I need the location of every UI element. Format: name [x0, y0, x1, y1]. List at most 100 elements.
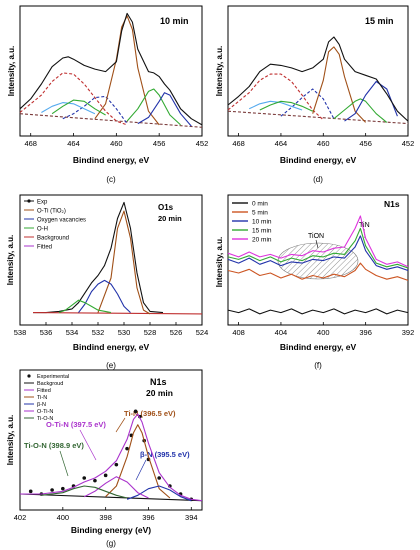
panel-d-ylabel: Intensity, a.u.	[215, 46, 224, 97]
legend-oh-label: O-H	[37, 227, 48, 233]
legend-5min-label: 5 min	[252, 210, 268, 217]
panel-f-series-4-line	[227, 215, 409, 268]
panel-e-legend: Exp O-Ti (TiO₂) Oxygen vacancies O-H Bac…	[24, 199, 86, 251]
panel-e-annotation: O1s	[158, 203, 174, 212]
panel-c-series-7-line	[51, 99, 106, 116]
legend-15min-label: 15 min	[252, 228, 272, 235]
panel-e-series-3-line	[78, 279, 131, 313]
panel-g-series	[19, 409, 203, 502]
panel-d-panel-label: (d)	[313, 175, 323, 184]
panel-d: 15 min Intensity, a.u. Bindind energy, e…	[215, 5, 414, 184]
panel-c-ylabel: Intensity, a.u.	[7, 46, 16, 97]
panel-d-series	[227, 36, 409, 125]
otin-arrow	[79, 429, 97, 461]
panel-d-plot-area	[227, 5, 409, 137]
panel-f-x-tick-label: 396	[359, 328, 372, 337]
panel-e-x-tick-label: 538	[14, 328, 27, 337]
panel-c-series	[19, 12, 203, 128]
panel-f-series-2-line	[227, 235, 409, 272]
panel-g-series-1-line	[19, 493, 203, 502]
legend-ovac-label: Oxygen vacancies	[37, 218, 86, 224]
panel-c-series-0-line	[19, 113, 203, 128]
panel-c-xlabel: Bindind energy, eV	[73, 155, 150, 165]
panel-g-plot-area	[19, 369, 203, 511]
panel-d-series-5-line	[344, 80, 398, 122]
panel-g-series-0-point	[157, 476, 161, 480]
panel-d-series-6-line	[248, 100, 303, 111]
panel-g-series-0-point	[103, 473, 108, 478]
panel-e-series	[32, 201, 203, 315]
panel-d-x-tick-label: 464	[275, 139, 288, 148]
legend-otin-label: O-Ti-N	[37, 409, 53, 415]
panel-e-x-ticks: 538 536 534 532 530 528 526 524	[14, 322, 208, 337]
panel-e-ylabel: Intensity, a.u.	[6, 235, 15, 286]
panel-d-series-7-line	[259, 100, 313, 112]
panel-e-x-tick-label: 534	[66, 328, 79, 337]
panel-g-x-tick-label: 394	[185, 513, 198, 522]
panel-c-series-1-line	[19, 72, 128, 126]
legend-tion-label: Ti-O-N	[37, 416, 53, 422]
panel-c-series-8-line	[19, 12, 203, 126]
panel-d-xlabel: Bindind energy, eV	[280, 155, 357, 165]
legend-oti-label: O-Ti (TiO₂)	[37, 209, 66, 215]
tion-peak-label: TiON	[308, 233, 324, 240]
panel-g-x-tick-label: 398	[99, 513, 112, 522]
panel-g-ylabel: Intensity, a.u.	[6, 415, 15, 466]
panel-g-xlabel: Binding energy (eV)	[71, 525, 151, 535]
panel-c-x-ticks: 468 464 460 456 452	[24, 133, 208, 148]
panel-d-series-4-line	[333, 98, 388, 123]
panel-f-x-tick-label: 392	[402, 328, 415, 337]
panel-g-series-0-point	[28, 489, 33, 494]
panel-d-series-1-line	[227, 73, 324, 121]
otin-label: O-Ti-N (397.5 eV)	[46, 420, 106, 429]
panel-e-x-tick-label: 532	[92, 328, 105, 337]
legend-10min-label: 10 min	[252, 219, 272, 226]
panel-c-plot-area	[19, 5, 203, 137]
panel-e-series-4-line	[58, 299, 112, 314]
panel-g: N1s 20 min Ti-N (396.5 eV) O-Ti-N (397.5…	[6, 369, 203, 548]
panel-g-series-0-point	[50, 488, 54, 492]
panel-f-x-tick-label: 404	[275, 328, 288, 337]
tion-label: Ti-O-N (398.9 eV)	[24, 441, 84, 450]
panel-f-x-tick-label: 400	[317, 328, 330, 337]
panel-f: N1s TiN TiON Intensity, a.u. Bindind ene…	[215, 194, 415, 370]
panel-c-x-tick-label: 452	[196, 139, 209, 148]
betan-label: β-N (395.5 eV)	[140, 450, 190, 459]
legend-background-label: Backgroud	[37, 381, 63, 387]
panel-c-series-4-line	[126, 88, 181, 126]
tin-peak-label: TiN	[359, 222, 370, 229]
legend-0min-label: 0 min	[252, 201, 268, 208]
tion-arrow	[59, 450, 69, 477]
panel-f-series	[227, 215, 409, 315]
panel-f-xlabel: Bindind energy, eV	[280, 342, 357, 352]
panel-d-x-tick-label: 460	[317, 139, 330, 148]
legend-20min-label: 20 min	[252, 237, 272, 244]
panel-d-series-0-line	[227, 110, 409, 125]
tin-396-label: Ti-N (396.5 eV)	[124, 409, 176, 418]
panel-e-annotation-time: 20 min	[158, 214, 182, 223]
betan-arrow	[135, 459, 147, 481]
panel-g-series-3-line	[105, 424, 171, 499]
legend-fitted-label: Fitted	[37, 388, 51, 394]
panel-c-series-2-line	[62, 95, 128, 124]
panel-c-series-5-line	[137, 92, 192, 127]
panel-g-series-0-point	[133, 409, 138, 414]
panel-g-x-tick-label: 396	[142, 513, 155, 522]
panel-f-legend: 0 min 5 min 10 min 15 min 20 min	[232, 201, 272, 244]
panel-f-series-3-line	[227, 227, 409, 269]
legend-experimental-marker	[27, 374, 31, 378]
panel-g-series-5-line	[83, 476, 149, 499]
panel-g-x-tick-label: 400	[57, 513, 70, 522]
panel-c-annotation: 10 min	[160, 16, 189, 26]
panel-d-series-8-line	[227, 36, 409, 122]
panel-d-x-tick-label: 468	[232, 139, 245, 148]
panel-c-series-3-line	[94, 15, 160, 126]
panel-g-annotation-time: 20 min	[146, 388, 173, 398]
panel-c-x-tick-label: 464	[67, 139, 80, 148]
legend-fit-label: Fitted	[37, 245, 52, 251]
panel-f-x-tick-label: 408	[232, 328, 245, 337]
panel-e-panel-label: (e)	[106, 361, 116, 370]
panel-e-x-tick-label: 528	[144, 328, 157, 337]
panel-d-x-ticks: 468 464 460 456 452	[232, 133, 414, 148]
